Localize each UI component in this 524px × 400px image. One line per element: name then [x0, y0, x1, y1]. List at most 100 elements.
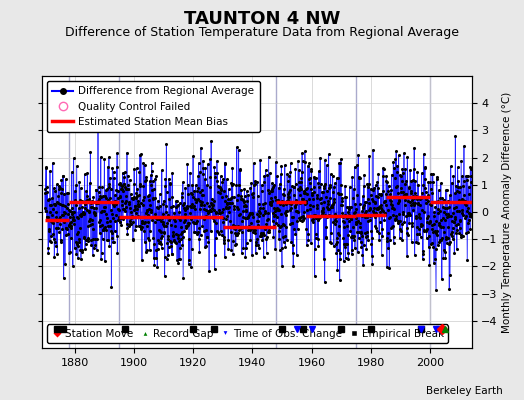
- Point: [73, 241, 81, 247]
- Point: [222, 176, 231, 182]
- Point: [81, 246, 89, 252]
- Point: [401, 190, 410, 197]
- Point: [347, 216, 355, 222]
- Point: [454, 208, 463, 214]
- Point: [62, 190, 71, 197]
- Point: [392, 148, 400, 154]
- Point: [323, 204, 332, 210]
- Point: [272, 220, 280, 226]
- Point: [276, 200, 285, 207]
- Point: [227, 247, 235, 253]
- Point: [213, 178, 221, 184]
- Point: [125, 218, 134, 224]
- Point: [336, 256, 345, 262]
- Point: [307, 240, 315, 246]
- Point: [399, 209, 407, 215]
- Point: [369, 187, 378, 193]
- Point: [163, 212, 172, 218]
- Point: [298, 218, 307, 224]
- Point: [378, 232, 387, 239]
- Point: [59, 173, 68, 179]
- Point: [263, 234, 271, 240]
- Point: [342, 222, 351, 229]
- Point: [424, 179, 433, 186]
- Point: [238, 229, 246, 236]
- Point: [330, 243, 338, 249]
- Point: [415, 211, 423, 217]
- Point: [73, 229, 82, 235]
- Point: [324, 201, 332, 207]
- Point: [158, 167, 166, 174]
- Point: [61, 217, 69, 224]
- Point: [440, 209, 449, 215]
- Point: [258, 237, 267, 244]
- Point: [255, 213, 264, 219]
- Point: [301, 200, 310, 206]
- Point: [322, 194, 330, 200]
- Point: [199, 192, 207, 198]
- Point: [398, 237, 407, 244]
- Point: [292, 207, 300, 214]
- Point: [49, 185, 58, 192]
- Point: [230, 225, 238, 231]
- Point: [398, 178, 406, 184]
- Point: [67, 219, 75, 225]
- Point: [219, 176, 227, 182]
- Point: [399, 210, 407, 217]
- Point: [226, 224, 234, 230]
- Point: [128, 213, 137, 219]
- Point: [449, 224, 457, 231]
- Point: [161, 222, 170, 229]
- Point: [48, 220, 57, 226]
- Point: [209, 214, 217, 220]
- Point: [83, 206, 91, 213]
- Point: [200, 206, 209, 212]
- Point: [466, 213, 474, 220]
- Point: [334, 232, 343, 238]
- Point: [305, 176, 313, 182]
- Point: [412, 230, 421, 237]
- Point: [427, 241, 435, 248]
- Point: [92, 200, 100, 206]
- Point: [208, 200, 216, 207]
- Point: [170, 238, 178, 244]
- Point: [197, 201, 205, 208]
- Point: [262, 220, 270, 227]
- Point: [358, 252, 366, 258]
- Point: [315, 184, 323, 190]
- Point: [124, 185, 133, 192]
- Point: [445, 286, 453, 292]
- Point: [256, 157, 264, 163]
- Point: [343, 214, 352, 221]
- Point: [367, 241, 376, 248]
- Point: [251, 227, 259, 233]
- Point: [116, 194, 125, 200]
- Point: [189, 204, 198, 210]
- Point: [409, 207, 417, 214]
- Point: [449, 210, 457, 216]
- Point: [257, 188, 266, 194]
- Point: [142, 210, 150, 216]
- Point: [428, 222, 436, 228]
- Point: [99, 227, 107, 234]
- Point: [89, 226, 97, 232]
- Point: [296, 184, 304, 190]
- Point: [199, 164, 208, 171]
- Point: [286, 169, 294, 176]
- Point: [369, 205, 378, 212]
- Point: [139, 160, 147, 166]
- Point: [252, 241, 260, 248]
- Point: [209, 214, 217, 220]
- Point: [457, 198, 465, 204]
- Point: [381, 198, 390, 204]
- Point: [413, 196, 421, 202]
- Point: [145, 196, 153, 203]
- Point: [131, 227, 139, 233]
- Point: [242, 208, 250, 215]
- Point: [393, 169, 401, 176]
- Point: [230, 206, 238, 212]
- Point: [316, 195, 325, 202]
- Point: [49, 231, 58, 238]
- Point: [285, 200, 293, 206]
- Point: [92, 187, 101, 194]
